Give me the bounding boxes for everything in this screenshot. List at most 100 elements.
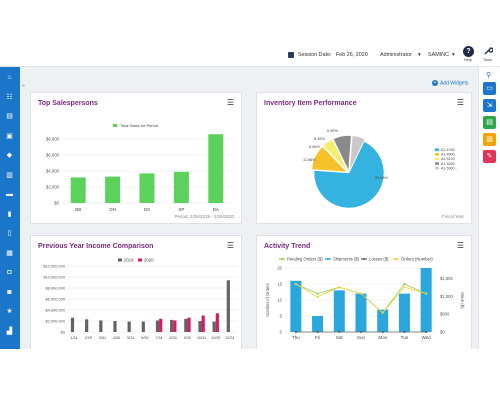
x-tick-label: Mon xyxy=(378,335,387,340)
bar-chart-icon[interactable]: ▟ xyxy=(6,327,13,335)
pie-slice xyxy=(333,135,352,172)
menu-icon[interactable]: ☰ xyxy=(456,241,464,250)
chevron-down-icon[interactable]: ▾ xyxy=(418,52,421,58)
legend-label: 2020 xyxy=(144,258,154,263)
bar xyxy=(212,321,216,332)
widget-footer: Period: 2/26/2019 - 2/26/2020 xyxy=(174,214,234,219)
bar xyxy=(420,268,432,332)
widget-inventory: Inventory Item Performance ☰ 69.06% 11.66… xyxy=(256,92,472,224)
x-tick-label: 1/31 xyxy=(70,336,77,340)
widget-income-comparison: Previous Year Income Comparison ☰ 2019 20… xyxy=(30,235,242,349)
home-icon[interactable]: ⌂ xyxy=(7,74,12,81)
bar xyxy=(105,176,121,203)
widget-top-salespersons: Top Salespersons ☰ Total Sales for Perio… xyxy=(30,92,242,224)
x-tick-label: Sun xyxy=(357,335,366,340)
y-tick-label: $0 xyxy=(61,330,66,335)
x-tick-label: 7/31 xyxy=(155,336,162,340)
window-icon[interactable]: ▭ xyxy=(483,82,496,95)
x-tick-label: 2/29 xyxy=(85,336,92,340)
export-icon[interactable]: ⇲ xyxy=(483,99,496,112)
legend-marker xyxy=(362,257,366,261)
legend-swatch xyxy=(435,157,439,161)
chevron-down-icon[interactable]: ▾ xyxy=(452,52,455,58)
bar xyxy=(290,280,302,332)
x-tick-label: Wed xyxy=(422,335,432,340)
widget-title: Top Salespersons xyxy=(38,100,98,107)
tag-icon[interactable]: ◆ xyxy=(6,152,13,159)
company-menu[interactable]: SAMINC xyxy=(428,52,449,58)
bar xyxy=(312,316,324,332)
bar xyxy=(226,280,230,332)
excel-icon[interactable]: ▤ xyxy=(483,116,496,129)
briefcase-icon[interactable]: ◘ xyxy=(7,269,12,276)
menu-icon[interactable]: ☰ xyxy=(456,98,464,107)
building-icon[interactable]: ▤ xyxy=(6,113,13,120)
y-tick-label: $10,000,000 xyxy=(43,275,65,280)
help-icon[interactable]: ? xyxy=(463,46,474,57)
chart-icon[interactable]: ◙ xyxy=(7,288,12,296)
add-widgets-button[interactable]: + Add Widgets xyxy=(432,80,468,86)
menu-icon[interactable]: ☰ xyxy=(226,241,234,250)
truck-icon[interactable]: ▮ xyxy=(7,210,12,218)
x-tick-label: Sat xyxy=(336,335,344,340)
lock-icon[interactable]: ▣ xyxy=(6,132,13,140)
y2-tick-label: $1,000 xyxy=(440,294,453,299)
calculator-icon[interactable]: ▦ xyxy=(6,249,13,257)
bar xyxy=(170,319,174,332)
tools-label: Tools xyxy=(483,58,492,62)
legend-label: Losses ($) xyxy=(369,257,389,262)
series-point xyxy=(359,292,363,295)
y-tick-label: $6,000,000 xyxy=(46,297,66,302)
dashboard-app: Session Date: Feb 26, 2020 Administrator… xyxy=(0,43,500,349)
bar xyxy=(187,317,191,332)
legend-marker xyxy=(394,257,398,261)
legend-label: A1-5120 xyxy=(441,157,455,161)
inventory-pie-chart: 69.06% 11.66% 5.08% 8.35%5.95% A1-1030A1-450… xyxy=(303,129,458,209)
pie-slice xyxy=(349,135,366,171)
bar xyxy=(139,173,155,203)
pie-slice xyxy=(322,139,348,172)
bar xyxy=(201,315,205,332)
pen-icon[interactable]: ✎ xyxy=(483,150,496,163)
series-point xyxy=(425,292,428,295)
calendar-icon[interactable] xyxy=(288,52,294,58)
clipboard-icon[interactable]: ▯ xyxy=(7,230,12,237)
y-tick-label: $2,000 xyxy=(46,185,60,190)
pie-slice xyxy=(313,141,385,209)
series-point xyxy=(338,286,341,289)
users-icon[interactable]: ☷ xyxy=(6,93,13,101)
x-tick-label: 5/31 xyxy=(127,336,134,340)
x-tick-label: Tue xyxy=(401,335,409,340)
bar xyxy=(99,320,103,332)
menu-icon[interactable]: ☰ xyxy=(226,98,234,107)
x-tick-label: DN xyxy=(109,207,116,212)
document-icon[interactable]: ▥ xyxy=(483,133,496,146)
y-tick-label: $8,000 xyxy=(46,137,60,142)
activity-chart: Pending Orders ($) Shipments ($) Losses ($… xyxy=(265,257,465,341)
series-point xyxy=(381,311,384,314)
pin-icon[interactable]: ⚲ xyxy=(486,72,492,79)
x-tick-label: DA xyxy=(213,207,219,212)
legend-label: A1-1030 xyxy=(441,148,455,152)
star-icon[interactable]: ★ xyxy=(6,308,13,315)
bank-icon[interactable]: ▥ xyxy=(6,171,13,179)
collapse-icon[interactable]: » xyxy=(22,83,25,89)
bar xyxy=(141,321,145,332)
legend-label: 2019 xyxy=(124,258,134,263)
data-label: 5.08% xyxy=(309,145,320,149)
folder-icon[interactable]: ▬ xyxy=(6,191,13,198)
pie-slice xyxy=(311,146,348,173)
tools-icon[interactable] xyxy=(482,46,494,58)
help-label: Help xyxy=(464,58,472,62)
bar xyxy=(159,318,163,332)
x-tick-label: 8/31 xyxy=(170,336,177,340)
bar xyxy=(208,134,224,203)
series-point xyxy=(425,330,428,334)
user-menu[interactable]: Administrator xyxy=(380,52,412,58)
legend-label: Shipments ($) xyxy=(333,257,360,262)
session-date[interactable]: Feb 26, 2020 xyxy=(336,52,368,58)
data-label: 8.35% xyxy=(314,137,325,141)
x-tick-label: BB xyxy=(75,207,81,212)
series-point xyxy=(316,295,319,298)
series-point xyxy=(338,330,341,334)
